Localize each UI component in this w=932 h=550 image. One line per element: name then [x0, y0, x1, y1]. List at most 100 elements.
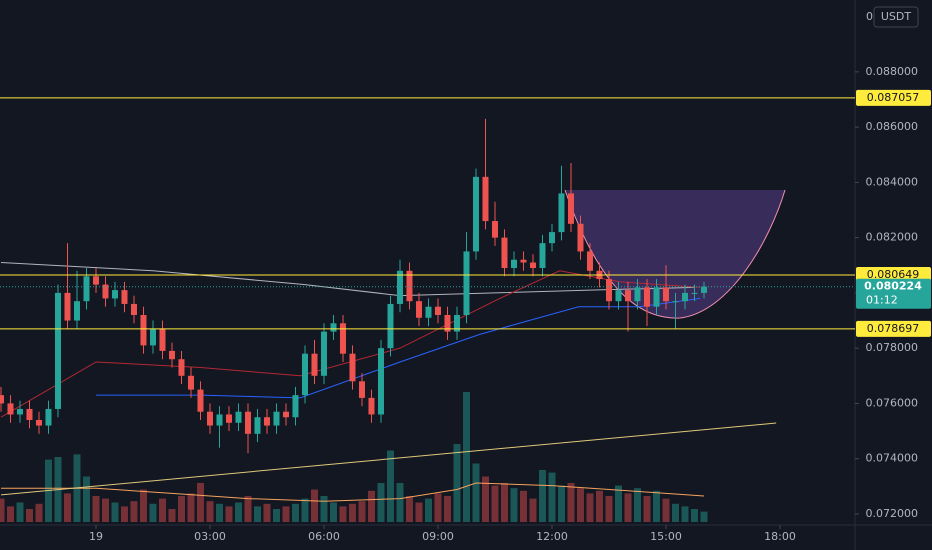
- candle-body: [615, 290, 622, 302]
- volume-bar: [187, 493, 195, 522]
- candle-body: [548, 232, 555, 244]
- candle-body: [529, 262, 536, 269]
- x-tick-label: 03:00: [194, 530, 226, 543]
- candle-body: [311, 353, 318, 376]
- candle-body: [406, 270, 413, 302]
- candle-body: [7, 403, 14, 415]
- currency-label[interactable]: USDT: [881, 10, 912, 23]
- candle-body: [159, 328, 166, 351]
- y-tick-label: 0.072000: [866, 507, 919, 520]
- candle-body: [197, 389, 204, 412]
- volume-bar: [139, 489, 147, 522]
- volume-bar: [196, 483, 204, 522]
- volume-bar: [358, 501, 366, 522]
- candle-body: [225, 414, 232, 423]
- volume-bar: [576, 488, 584, 522]
- x-tick-label: 15:00: [650, 530, 682, 543]
- y-tick-label: 0.074000: [866, 452, 919, 465]
- volume-bar: [82, 476, 90, 522]
- volume-bar: [386, 450, 394, 522]
- candle-body: [463, 251, 470, 315]
- candle-body: [0, 395, 4, 404]
- volume-bar: [624, 493, 632, 522]
- candle-body: [16, 408, 23, 415]
- last-price-box: [856, 278, 931, 309]
- candle-body: [567, 193, 574, 224]
- projection-area: [565, 190, 785, 319]
- candle-body: [320, 331, 327, 376]
- candle-body: [339, 323, 346, 354]
- candle-body: [111, 290, 118, 299]
- candle-body: [54, 292, 61, 409]
- volume-bar: [111, 502, 119, 522]
- volume-bar: [690, 509, 698, 522]
- volume-bar: [367, 490, 375, 522]
- volume-ma: [0, 482, 705, 502]
- volume-bar: [130, 501, 138, 522]
- volume-bar: [149, 503, 157, 522]
- candle-body: [187, 375, 194, 390]
- candle-body: [577, 223, 584, 252]
- candle-body: [216, 414, 223, 426]
- volume-bar: [329, 502, 337, 522]
- candle-body: [45, 408, 52, 426]
- volume-bar: [206, 501, 214, 522]
- candle-body: [624, 290, 631, 302]
- volume-bar: [491, 485, 499, 522]
- x-tick-label: 09:00: [422, 530, 454, 543]
- volume-bar: [510, 488, 518, 522]
- volume-bar: [415, 502, 423, 522]
- volume-bar: [6, 506, 14, 522]
- volume-bar: [434, 493, 442, 522]
- indicator-line: [0, 422, 777, 496]
- candle-body: [368, 397, 375, 415]
- candle-body: [691, 292, 698, 294]
- y-tick-label: 0.082000: [866, 231, 919, 244]
- y-tick-label: 0.086000: [866, 120, 919, 133]
- candle-body: [434, 306, 441, 315]
- volume-bar: [643, 496, 651, 522]
- candle-body: [387, 303, 394, 349]
- volume-bar: [700, 511, 708, 522]
- candle-body: [301, 353, 308, 396]
- candle-body: [643, 287, 650, 307]
- volume-bar: [481, 476, 489, 522]
- candle-body: [377, 348, 384, 415]
- candle-body: [672, 301, 679, 303]
- level-label-box: [856, 89, 931, 106]
- volume-bar: [253, 506, 261, 522]
- volume-bar: [586, 493, 594, 522]
- candle-body: [358, 381, 365, 398]
- y-tick-label: 0.084000: [866, 175, 919, 188]
- volume-bar: [605, 496, 613, 522]
- candle-body: [273, 411, 280, 426]
- volume-bar: [0, 498, 5, 522]
- countdown: 01:12: [866, 294, 898, 307]
- candle-body: [453, 315, 460, 332]
- volume-bar: [519, 490, 527, 522]
- level-label-box: [856, 320, 931, 337]
- candle-body: [26, 408, 33, 420]
- volume-bar: [310, 489, 318, 522]
- volume-bar: [462, 392, 470, 522]
- candle-body: [102, 284, 109, 299]
- volume-bar: [633, 488, 641, 522]
- candle-body: [130, 303, 137, 315]
- candle-body: [482, 176, 489, 222]
- indicator-line: [95, 297, 701, 399]
- candle-body: [330, 323, 337, 332]
- volume-bar: [16, 502, 24, 522]
- candle-body: [282, 411, 289, 418]
- axis-top-label: 0: [866, 10, 873, 23]
- candle-body: [510, 259, 517, 269]
- candle-body: [140, 315, 147, 346]
- currency-box[interactable]: [873, 6, 919, 28]
- candle-body: [396, 270, 403, 304]
- x-tick-label: 06:00: [308, 530, 340, 543]
- candle-body: [539, 243, 546, 269]
- level-label: 0.080649: [867, 268, 920, 281]
- level-label: 0.087057: [867, 91, 920, 104]
- volume-bar: [234, 502, 242, 522]
- volume-bar: [63, 493, 71, 522]
